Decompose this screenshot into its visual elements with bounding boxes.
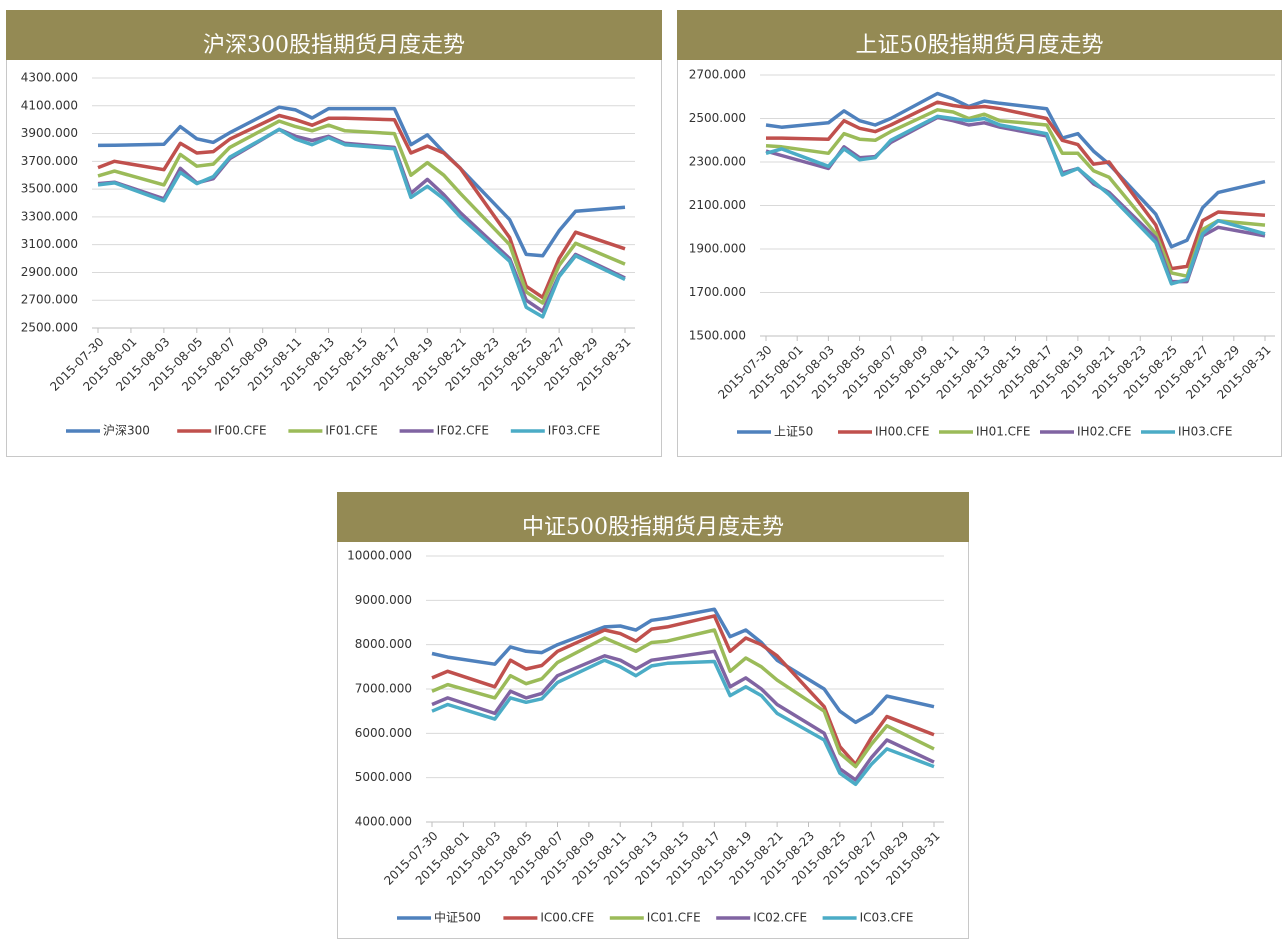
y-tick-label: 3100.000	[21, 237, 78, 251]
chart-title: 沪深300股指期货月度走势	[203, 33, 465, 58]
panel-border	[6, 10, 662, 457]
series-line	[431, 628, 935, 769]
legend-label: 中证500	[434, 910, 481, 925]
title-bar	[337, 492, 969, 542]
chart-panel: 沪深300股指期货月度走势 2500.000 2700.000 2900.000 310…	[6, 10, 662, 457]
legend-label: IC03.CFE	[860, 911, 914, 925]
series-line	[765, 91, 1266, 249]
title-bar	[6, 10, 662, 60]
series-line	[97, 105, 626, 258]
y-tick-label: 2500.000	[21, 321, 78, 335]
y-tick-label: 4300.000	[21, 71, 78, 85]
y-tick-label: 3700.000	[21, 154, 78, 168]
legend-label: IC00.CFE	[540, 911, 594, 925]
chart-panel: 中证500股指期货月度走势 4000.000 5000.000 6000.000 700…	[337, 492, 969, 939]
y-tick-label: 4100.000	[21, 98, 78, 112]
title-bar	[677, 10, 1282, 60]
series-line	[765, 114, 1266, 286]
legend-label: 沪深300	[103, 424, 150, 438]
y-tick-label: 1900.000	[689, 242, 746, 256]
series-line	[431, 649, 935, 782]
y-tick-label: 4000.000	[355, 815, 412, 829]
y-tick-label: 3500.000	[21, 182, 78, 196]
y-tick-label: 2700.000	[21, 293, 78, 307]
y-tick-label: 6000.000	[355, 726, 412, 740]
y-tick-label: 9000.000	[355, 593, 412, 607]
series-line	[97, 113, 626, 300]
series-line	[97, 119, 626, 305]
y-tick-label: 2900.000	[21, 265, 78, 279]
series-line	[431, 614, 935, 767]
legend-label: IC01.CFE	[647, 911, 701, 925]
y-tick-label: 2100.000	[689, 198, 746, 212]
y-tick-label: 2500.000	[689, 111, 746, 125]
y-tick-label: 2700.000	[689, 68, 746, 82]
legend-label: IF02.CFE	[437, 424, 489, 438]
y-tick-label: 3900.000	[21, 126, 78, 140]
legend-label: IH01.CFE	[976, 425, 1031, 439]
y-tick-label: 10000.000	[347, 549, 412, 563]
y-tick-label: 3300.000	[21, 209, 78, 223]
legend-label: IC02.CFE	[753, 911, 807, 925]
y-tick-label: 5000.000	[355, 770, 412, 784]
series-line	[765, 108, 1266, 278]
panel-border	[677, 10, 1282, 457]
series-line	[97, 127, 626, 319]
series-line	[431, 658, 935, 787]
chart-title: 中证500股指期货月度走势	[522, 515, 784, 540]
y-tick-label: 1500.000	[689, 329, 746, 343]
y-tick-label: 1700.000	[689, 285, 746, 299]
series-line	[766, 100, 1266, 271]
y-tick-label: 8000.000	[355, 637, 412, 651]
chart-title: 上证50股指期货月度走势	[856, 33, 1104, 58]
y-tick-label: 2300.000	[689, 155, 746, 169]
y-tick-label: 7000.000	[355, 682, 412, 696]
legend-label: IF01.CFE	[325, 424, 377, 438]
legend-label: IF00.CFE	[214, 424, 266, 438]
legend-label: 上证50	[774, 425, 813, 439]
panel-border	[337, 492, 969, 939]
legend-label: IF03.CFE	[548, 424, 600, 438]
series-line	[431, 607, 935, 725]
legend-label: IH00.CFE	[875, 425, 930, 439]
legend-label: IH02.CFE	[1077, 425, 1132, 439]
legend-label: IH03.CFE	[1178, 425, 1233, 439]
chart-panel: 上证50股指期货月度走势 1500.000 1700.000 1900.000 2100…	[677, 10, 1282, 457]
